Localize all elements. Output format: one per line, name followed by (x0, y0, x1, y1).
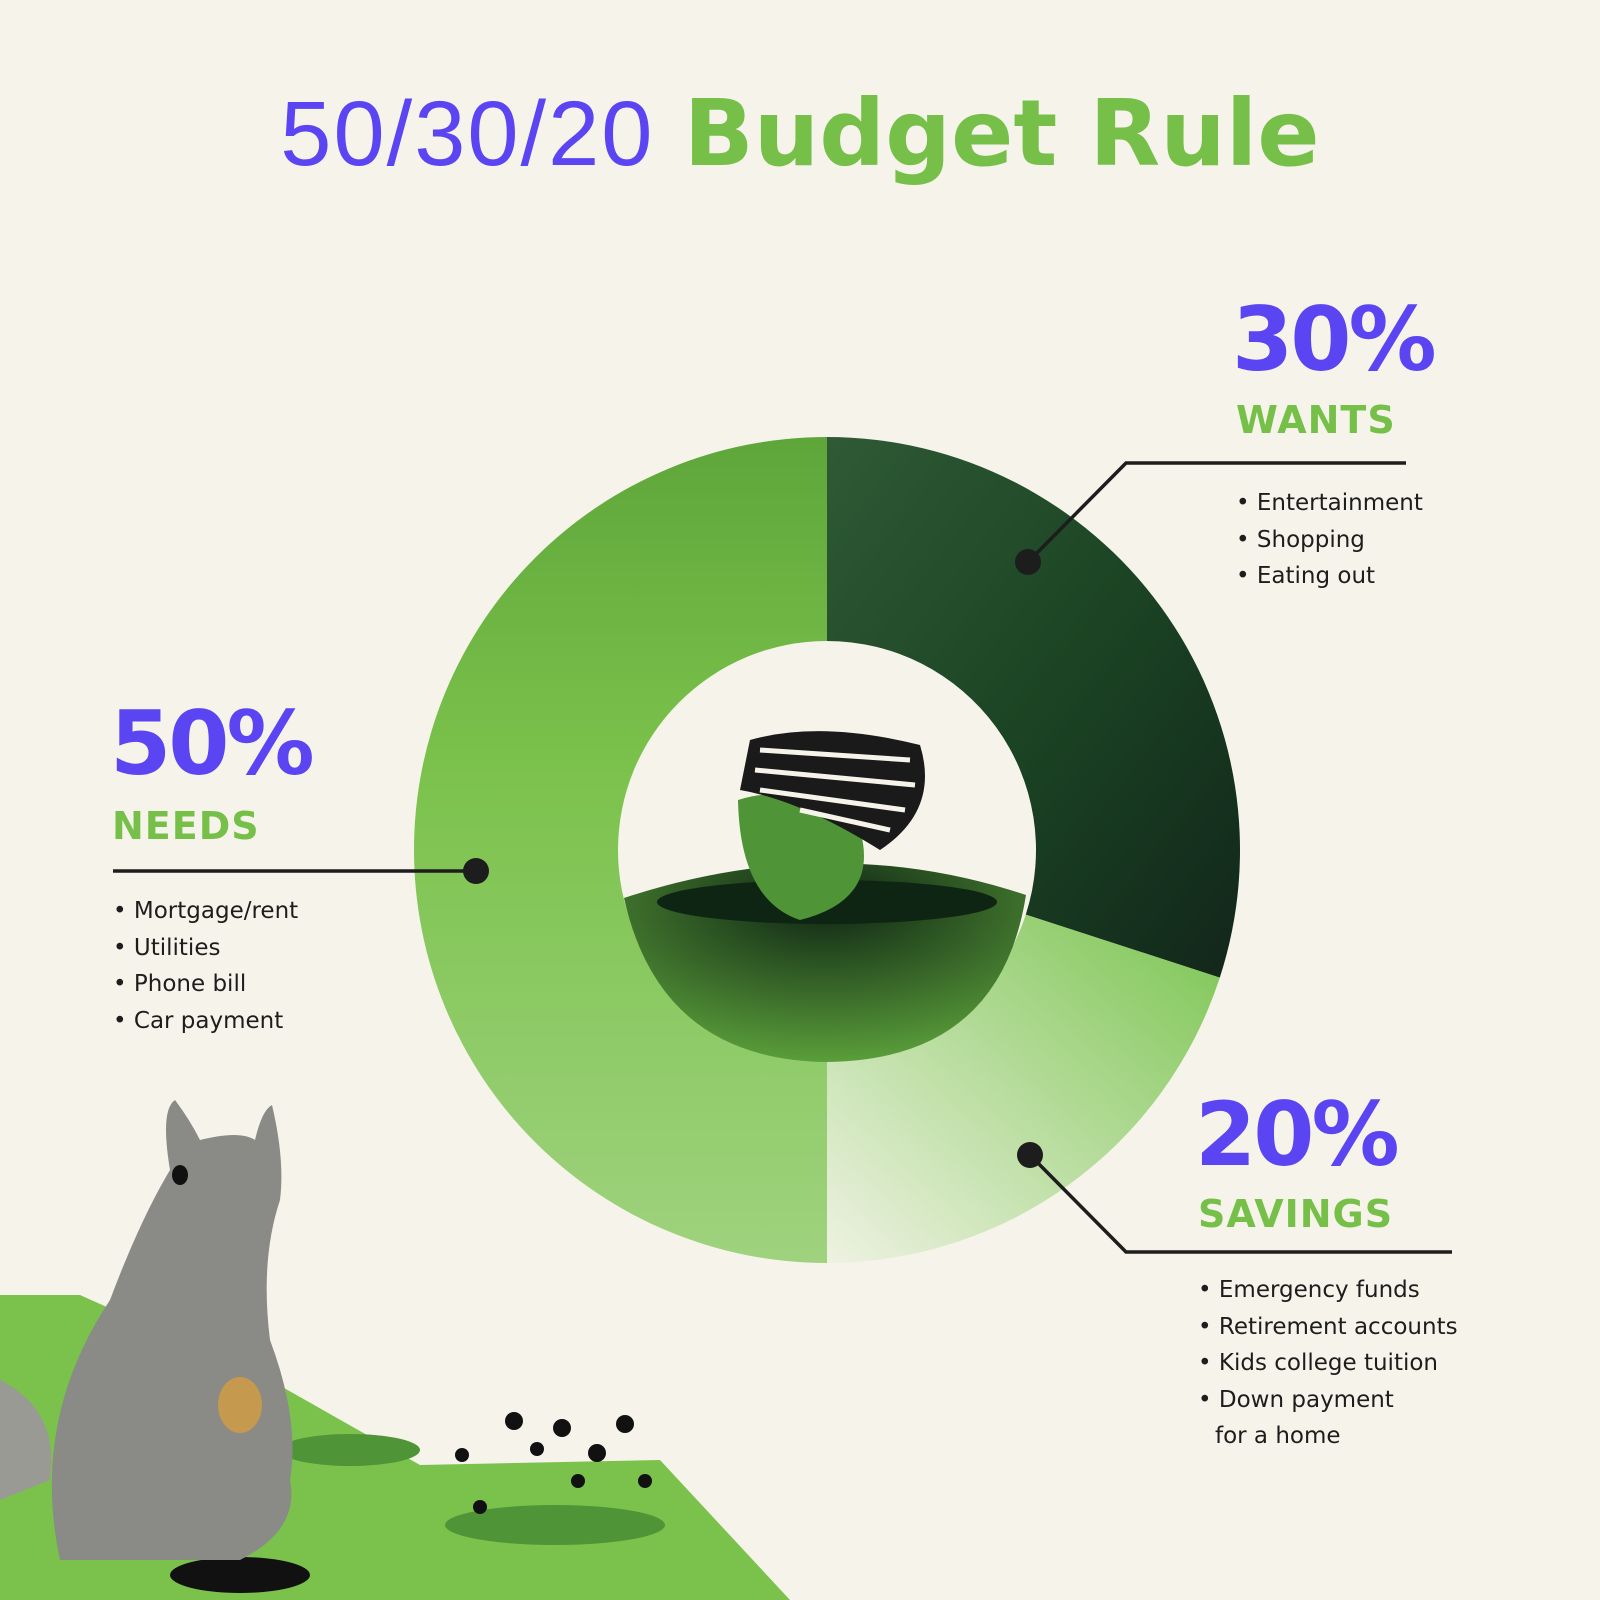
list-item: Retirement accounts (1198, 1309, 1458, 1346)
savings-percent: 20% (1195, 1083, 1400, 1186)
wants-list: Entertainment Shopping Eating out (1236, 485, 1423, 595)
savings-leader-line (1028, 1153, 1452, 1254)
list-item: Emergency funds (1198, 1272, 1458, 1309)
acorn-hill-illustration (624, 731, 1026, 1062)
list-item: Down payment (1198, 1382, 1458, 1419)
list-item: Utilities (113, 930, 298, 967)
squirrel-illustration (0, 1100, 293, 1560)
donut-slice-needs (414, 437, 827, 1263)
donut-slice-savings (827, 914, 1220, 1263)
list-item: Eating out (1236, 558, 1423, 595)
needs-list: Mortgage/rent Utilities Phone bill Car p… (113, 893, 298, 1039)
donut-slice-wants (827, 437, 1240, 978)
needs-percent: 50% (110, 692, 315, 795)
needs-marker (463, 858, 489, 884)
wants-marker (1015, 549, 1041, 575)
list-item: Entertainment (1236, 485, 1423, 522)
list-item: Shopping (1236, 522, 1423, 559)
title-numbers: 50/30/20 (280, 83, 655, 185)
list-item: for a home (1215, 1423, 1341, 1449)
page-title: 50/30/20 Budget Rule (0, 80, 1600, 187)
savings-list: Emergency funds Retirement accounts Kids… (1198, 1272, 1458, 1455)
list-item: Kids college tuition (1198, 1345, 1458, 1382)
savings-label: SAVINGS (1198, 1192, 1394, 1236)
wants-percent: 30% (1232, 288, 1437, 391)
title-words: Budget Rule (683, 80, 1320, 187)
needs-label: NEEDS (112, 804, 260, 848)
wants-leader-line (1026, 461, 1406, 564)
list-item: Mortgage/rent (113, 893, 298, 930)
list-item: Car payment (113, 1003, 298, 1040)
savings-marker (1017, 1142, 1043, 1168)
list-item: Phone bill (113, 966, 298, 1003)
wants-label: WANTS (1236, 398, 1396, 442)
